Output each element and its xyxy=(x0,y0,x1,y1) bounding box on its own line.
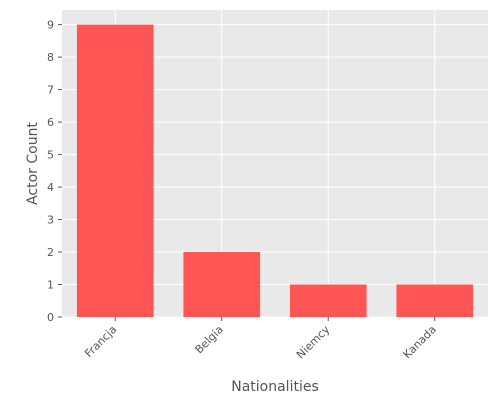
x-tick-label: Kanada xyxy=(401,323,439,361)
x-axis-ticks: Francja Belgia Niemcy Kanada xyxy=(82,317,439,361)
bar-niemcy xyxy=(289,284,367,317)
x-axis-title: Nationalities xyxy=(231,379,319,395)
bars xyxy=(76,24,474,317)
x-tick-label: Francja xyxy=(82,323,119,360)
y-tick-label: 3 xyxy=(47,214,54,227)
y-tick-label: 8 xyxy=(47,51,54,64)
y-axis-ticks: 0 1 2 3 4 5 6 7 8 9 xyxy=(47,19,62,324)
bar-belgia xyxy=(183,252,261,317)
x-tick-label: Niemcy xyxy=(294,323,333,362)
y-tick-label: 2 xyxy=(47,246,54,259)
bar-kanada xyxy=(396,284,474,317)
bar-francja xyxy=(76,24,154,317)
y-tick-label: 4 xyxy=(47,181,54,194)
y-axis-title: Actor Count xyxy=(25,122,41,205)
y-tick-label: 9 xyxy=(47,19,54,32)
y-tick-label: 1 xyxy=(47,279,54,292)
y-tick-label: 7 xyxy=(47,84,54,97)
y-tick-label: 6 xyxy=(47,116,54,129)
x-tick-label: Belgia xyxy=(193,323,226,356)
y-tick-label: 5 xyxy=(47,149,54,162)
y-tick-label: 0 xyxy=(47,311,54,324)
